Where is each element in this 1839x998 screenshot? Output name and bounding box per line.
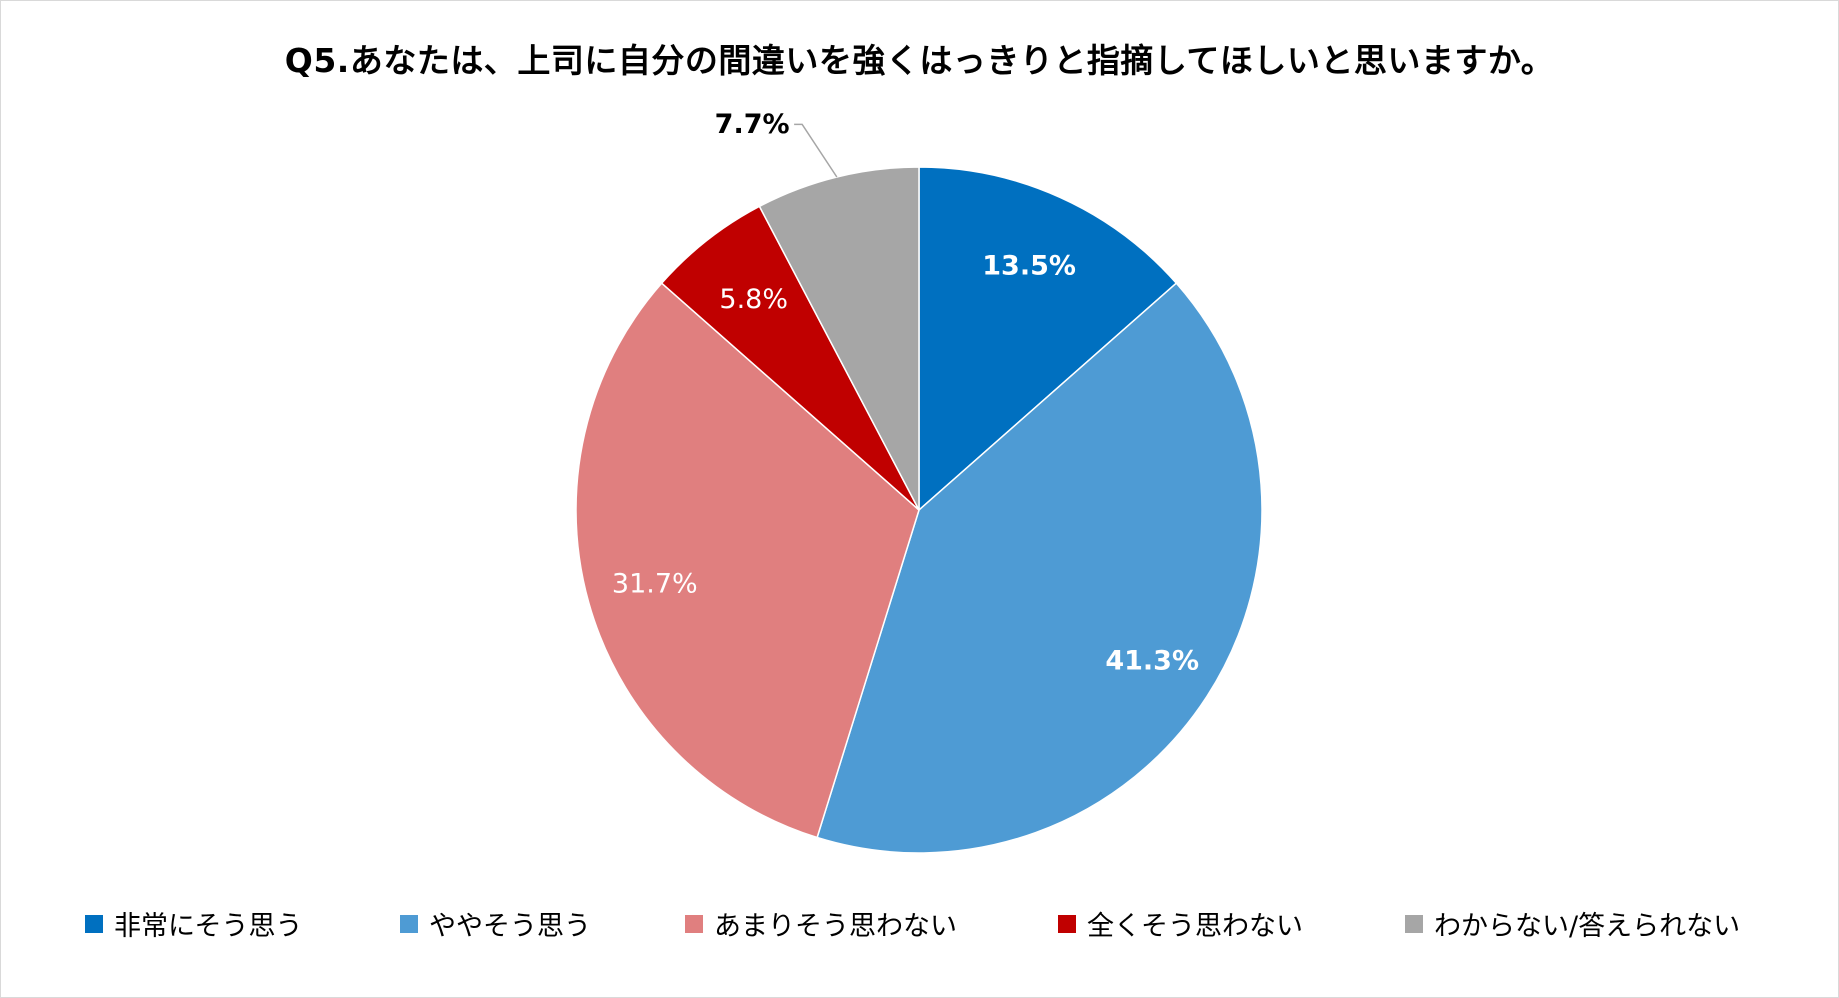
legend-label: ややそう思う: [429, 911, 591, 942]
legend-label: 全くそう思わない: [1087, 911, 1303, 942]
legend-item-not-at-all: 全くそう思わない: [1058, 904, 1303, 943]
legend-swatch: [1405, 914, 1423, 933]
data-label-not-really: 31.7%: [612, 569, 698, 600]
pie-slice-dont-know: [758, 166, 920, 511]
leader-line: [794, 123, 838, 178]
data-label-not-at-all: 5.8%: [719, 284, 788, 315]
chart-title: Q5.あなたは、上司に自分の間違いを強くはっきりと指摘してほしいと思いますか。: [284, 41, 1555, 80]
legend-item-dont-know: わからない/答えられない: [1405, 904, 1740, 943]
data-label-dont-know: 7.7%: [715, 109, 790, 140]
legend-label: あまりそう思わない: [714, 911, 957, 942]
pie-slice-somewhat: [816, 282, 1263, 854]
pie-slice-very-much: [918, 166, 1178, 512]
data-label-very-much: 13.5%: [982, 251, 1076, 282]
legend-item-not-really: あまりそう思わない: [685, 904, 957, 943]
pie-slice-not-at-all: [660, 205, 920, 511]
data-label-somewhat: 41.3%: [1105, 646, 1199, 677]
legend-swatch: [685, 914, 703, 933]
legend-swatch: [1058, 914, 1076, 933]
legend-swatch: [85, 914, 103, 933]
pie-slice-not-really: [575, 282, 920, 839]
legend-item-somewhat: ややそう思う: [400, 904, 591, 943]
legend-item-very-much: 非常にそう思う: [85, 904, 302, 943]
legend-label: 非常にそう思う: [114, 911, 303, 942]
chart-legend: 非常にそう思う ややそう思う あまりそう思わない 全くそう思わない わからない/…: [0, 904, 1839, 944]
legend-label: わからない/答えられない: [1434, 911, 1741, 942]
legend-swatch: [400, 914, 418, 933]
